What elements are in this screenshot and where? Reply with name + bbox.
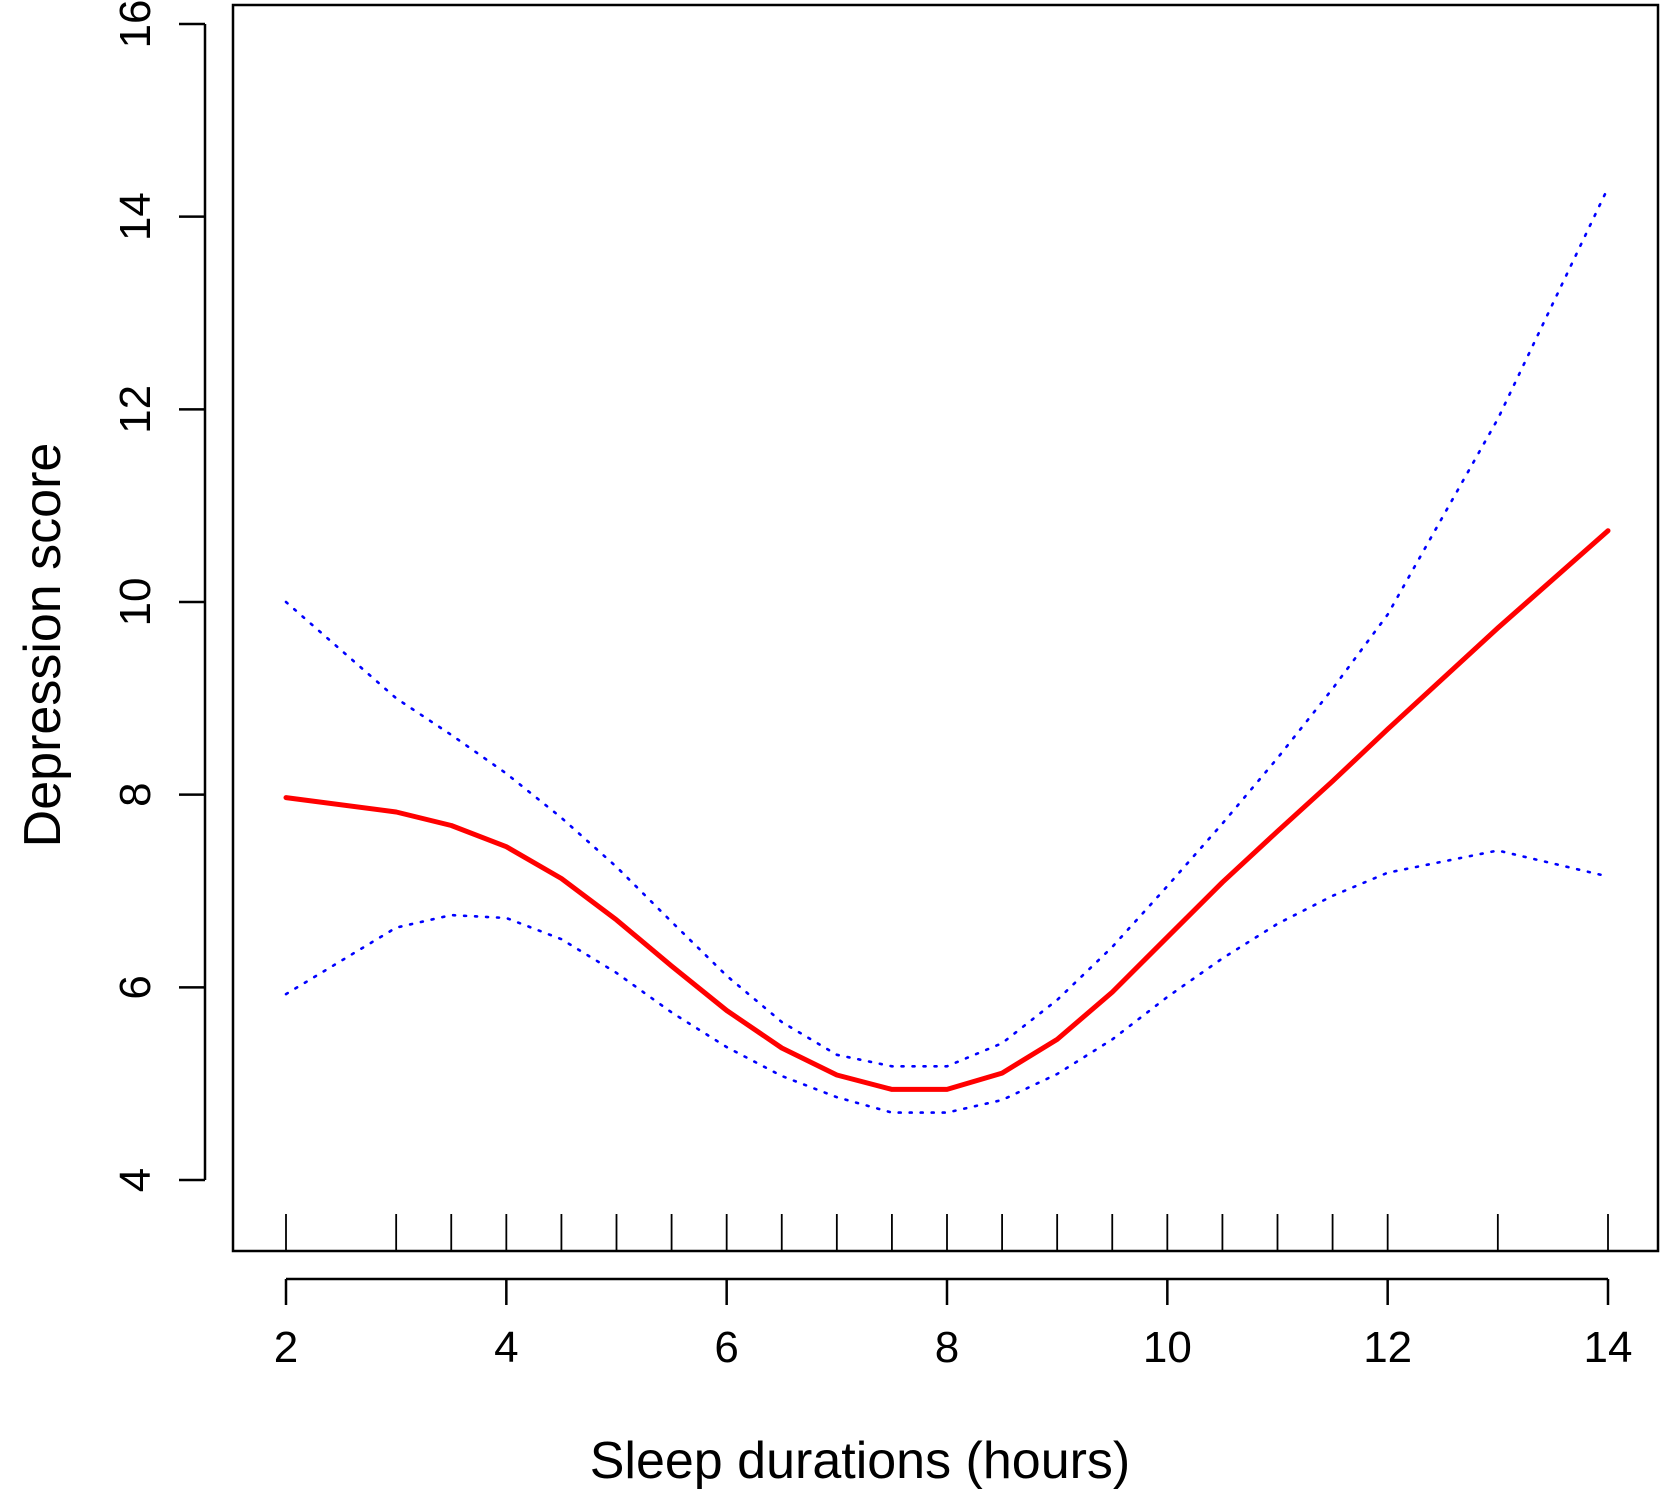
x-axis-title: Sleep durations (hours) [590, 1432, 1131, 1490]
series-line-upper-ci [284, 186, 1610, 1068]
series-line-fit [283, 528, 1611, 1092]
x-tick-label: 4 [494, 1323, 518, 1372]
y-tick-label: 10 [111, 578, 160, 627]
series-line-lower-ci [284, 849, 1610, 1114]
x-tick-label: 14 [1584, 1323, 1633, 1372]
x-tick-label: 8 [935, 1323, 959, 1372]
x-tick-label: 2 [274, 1323, 298, 1372]
x-tick-label: 10 [1143, 1323, 1192, 1372]
series-layer [283, 186, 1611, 1114]
y-tick-label: 16 [111, 0, 160, 48]
y-tick-label: 14 [111, 192, 160, 241]
y-tick-label: 8 [111, 782, 160, 806]
y-axis: 4 6 8 10 12 14 16 [111, 0, 207, 1192]
y-tick-label: 6 [111, 975, 160, 999]
y-tick-label: 12 [111, 385, 160, 434]
y-axis-title: Depression score [14, 443, 72, 848]
x-axis: 2 4 6 8 10 12 14 [274, 1277, 1633, 1372]
plot-frame [231, 3, 1660, 1253]
rug-ticks [285, 1214, 1609, 1251]
y-tick-label: 4 [111, 1168, 160, 1192]
x-tick-label: 6 [714, 1323, 738, 1372]
x-tick-label: 12 [1363, 1323, 1412, 1372]
